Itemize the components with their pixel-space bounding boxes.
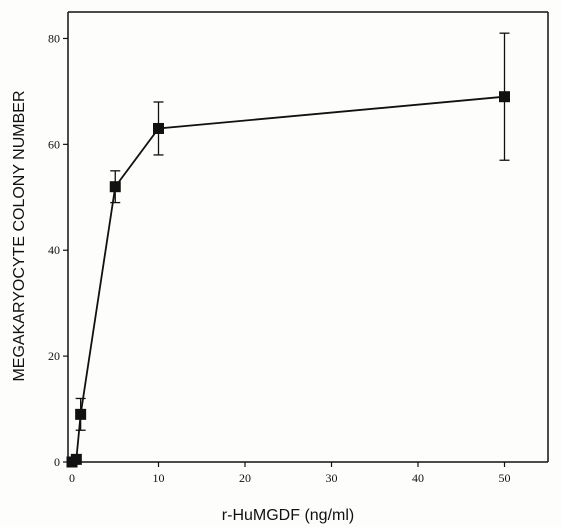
y-axis-title: MEGAKARYOCYTE COLONY NUMBER <box>11 90 28 381</box>
x-tick-label: 40 <box>412 471 424 485</box>
data-point <box>70 453 82 465</box>
x-tick-label: 50 <box>499 471 511 485</box>
data-point <box>499 91 510 103</box>
y-tick-label: 80 <box>48 31 60 45</box>
axis-ticks: 0 10 20 30 40 50 0 20 40 60 80 <box>48 31 511 485</box>
x-axis-title: r-HuMGDF (ng/ml) <box>222 507 354 524</box>
plot-frame <box>67 11 549 463</box>
y-tick-label: 0 <box>54 455 60 469</box>
y-tick-label: 60 <box>48 137 60 151</box>
x-tick-label: 20 <box>239 471 251 485</box>
y-tick-label: 20 <box>48 349 60 363</box>
data-point <box>75 408 87 420</box>
data-point <box>109 181 121 193</box>
x-tick-label: 0 <box>69 471 75 485</box>
x-tick-label: 10 <box>153 471 165 485</box>
series-line <box>71 95 505 463</box>
y-tick-label: 40 <box>48 243 60 257</box>
data-point <box>153 122 164 134</box>
x-tick-label: 30 <box>326 471 338 485</box>
series-layer <box>66 32 510 468</box>
